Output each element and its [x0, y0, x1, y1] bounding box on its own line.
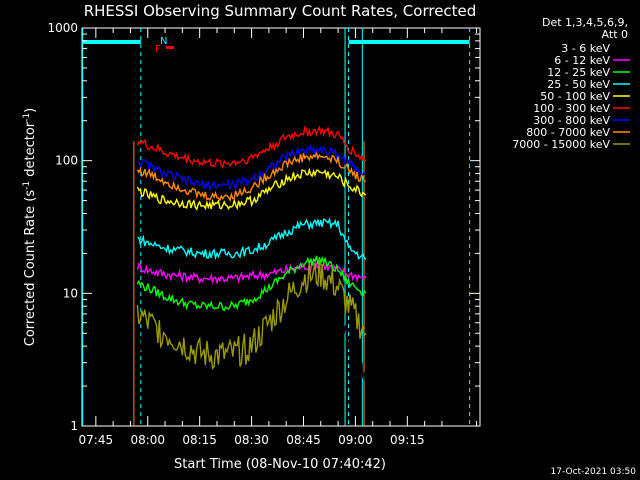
series-line: [136, 125, 367, 170]
detector-header-line2: Att 0: [602, 28, 628, 41]
flag-f-label: F: [155, 44, 161, 55]
x-tick-label: 07:45: [79, 433, 114, 447]
y-axis-ticks: 1 10 100 1000: [47, 21, 480, 433]
detector-header: Det 1,3,4,5,6,9, Att 0: [542, 16, 628, 41]
detector-header-line1: Det 1,3,4,5,6,9,: [542, 16, 628, 29]
legend-label: 25 - 50 keV: [547, 78, 610, 91]
y-tick-label: 1: [70, 419, 78, 433]
orbit-overlay: [82, 28, 471, 426]
y-tick-label: 1000: [47, 21, 78, 35]
x-tick-label: 09:15: [390, 433, 425, 447]
series-line: [137, 217, 367, 261]
y-tick-label: 100: [55, 154, 78, 168]
x-tick-label: 09:00: [338, 433, 373, 447]
night-interval-bar: [82, 40, 141, 44]
legend-label: 7000 - 15000 keV: [512, 138, 610, 151]
legend-label: 300 - 800 keV: [533, 114, 610, 127]
series-layer: [136, 125, 367, 417]
y-axis-label: Corrected Count Rate (s-1 detector-1): [22, 108, 38, 346]
x-tick-label: 08:15: [182, 433, 217, 447]
x-tick-label: 08:30: [234, 433, 269, 447]
legend-label: 100 - 300 keV: [533, 102, 610, 115]
y-tick-label: 10: [63, 286, 78, 300]
x-axis-ticks: 07:45 08:00 08:15 08:30 08:45 09:00 09:15: [79, 28, 478, 447]
chart-title: RHESSI Observing Summary Count Rates, Co…: [84, 2, 477, 20]
flag-f-bar: [166, 46, 174, 49]
legend-label: 3 - 6 keV: [561, 42, 610, 55]
plot-frame: [81, 27, 481, 427]
series-line: [137, 285, 367, 417]
timestamp: 17-Oct-2021 03:50: [551, 467, 637, 477]
plot-area: 07:45 08:00 08:15 08:30 08:45 09:00 09:15 1101…: [47, 21, 481, 447]
x-tick-label: 08:00: [130, 433, 165, 447]
legend-label: 6 - 12 keV: [554, 54, 610, 67]
series-line: [136, 255, 367, 312]
legend-label: 50 - 100 keV: [540, 90, 610, 103]
night-interval-bar: [348, 40, 470, 44]
x-tick-label: 08:45: [286, 433, 321, 447]
series-line: [136, 258, 367, 370]
series-line: [136, 167, 367, 211]
series-line: [136, 259, 367, 285]
flag-n-label: N: [160, 36, 167, 47]
x-axis-label: Start Time (08-Nov-10 07:40:42): [174, 457, 386, 472]
legend-label: 12 - 25 keV: [547, 66, 610, 79]
series-line: [136, 151, 366, 203]
legend-label: 800 - 7000 keV: [526, 126, 610, 139]
series-line: [137, 144, 367, 192]
